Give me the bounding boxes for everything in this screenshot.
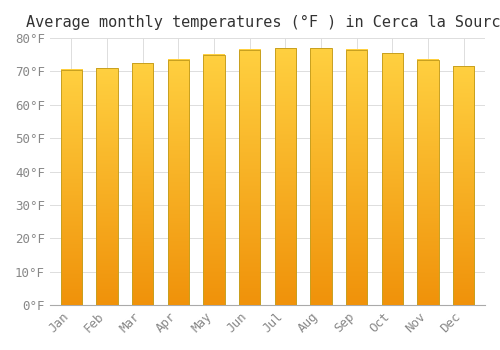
Bar <box>203 55 224 305</box>
Bar <box>239 50 260 305</box>
Bar <box>132 63 154 305</box>
Bar <box>168 60 189 305</box>
Title: Average monthly temperatures (°F ) in Cerca la Source: Average monthly temperatures (°F ) in Ce… <box>26 15 500 30</box>
Bar <box>453 66 474 305</box>
Bar <box>96 68 118 305</box>
Bar <box>310 48 332 305</box>
Bar <box>346 50 368 305</box>
Bar <box>274 48 296 305</box>
Bar <box>382 53 403 305</box>
Bar <box>417 60 438 305</box>
Bar <box>60 70 82 305</box>
